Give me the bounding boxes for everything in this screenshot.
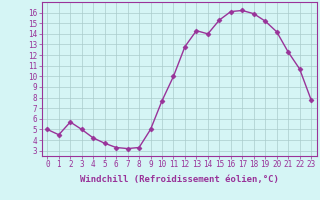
X-axis label: Windchill (Refroidissement éolien,°C): Windchill (Refroidissement éolien,°C) [80,175,279,184]
